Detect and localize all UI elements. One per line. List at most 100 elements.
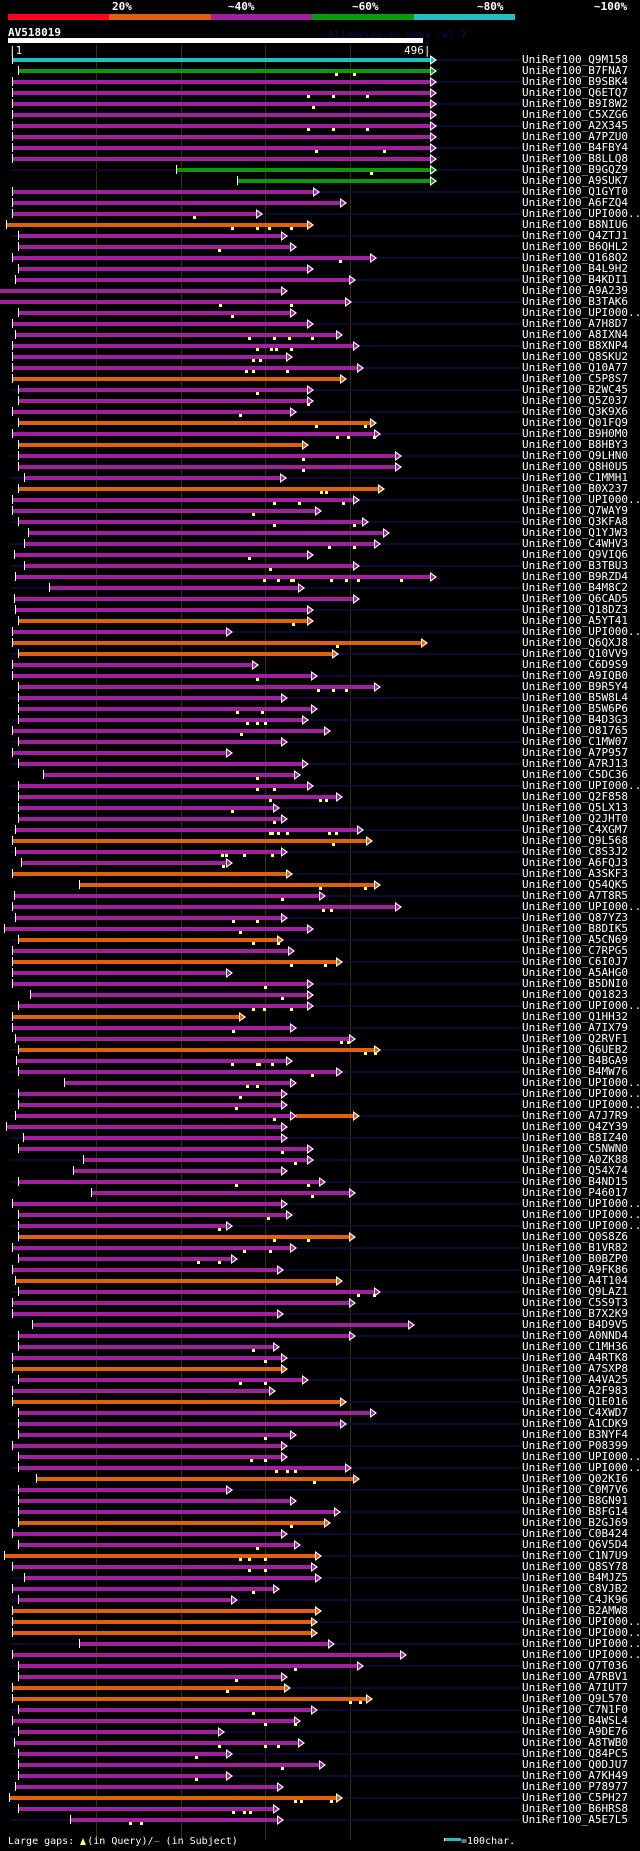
alignment-bar[interactable] [18,311,290,315]
hit-label[interactable]: UniRef100_Q1YJW3 [522,526,628,539]
hit-label[interactable]: UniRef100_UPI000.. [522,1076,640,1089]
hit-row[interactable]: UniRef100_A8IXN4 [0,328,640,341]
alignment-bar[interactable] [18,762,302,766]
alignment-bar[interactable] [12,1301,349,1305]
alignment-bar[interactable] [18,465,395,469]
alignment-bar[interactable] [83,1158,307,1162]
alignment-bar[interactable] [0,300,345,304]
alignment-bar[interactable] [15,1785,277,1789]
hit-label[interactable]: UniRef100_C1MW07 [522,735,628,748]
hit-label[interactable]: UniRef100_C8VJB2 [522,1582,628,1595]
hit-row[interactable]: UniRef100_B2AMW8 [0,1604,640,1617]
alignment-bar[interactable] [15,1037,349,1041]
hit-row[interactable]: UniRef100_B8DIK5 [0,922,640,935]
hit-label[interactable]: UniRef100_A2X345 [522,119,628,132]
hit-label[interactable]: UniRef100_A5AHG0 [522,966,628,979]
hit-row[interactable]: UniRef100_Q84PC5 [0,1747,640,1760]
alignment-bar[interactable] [9,1796,336,1800]
alignment-bar[interactable] [15,916,281,920]
hit-row[interactable]: UniRef100_A0NND4 [0,1329,640,1342]
hit-row[interactable]: UniRef100_B5DNI0 [0,977,640,990]
hit-row[interactable]: UniRef100_A9A239 [0,284,640,297]
hit-row[interactable]: UniRef100_Q3KFA8 [0,515,640,528]
alignment-bar[interactable] [12,135,430,139]
hit-label[interactable]: UniRef100_B8DIK5 [522,922,628,935]
hit-label[interactable]: UniRef100_Q4ZTJ1 [522,229,628,242]
hit-label[interactable]: UniRef100_Q1GYT0 [522,185,628,198]
alignment-bar[interactable] [18,1411,370,1415]
hit-label[interactable]: UniRef100_Q6V5D4 [522,1538,628,1551]
alignment-bar[interactable] [12,124,430,128]
alignment-bar[interactable] [12,410,290,414]
alignment-bar[interactable] [18,652,332,656]
alignment-bar[interactable] [18,1455,281,1459]
hit-row[interactable]: UniRef100_A9IQB0 [0,669,640,682]
alignment-bar[interactable] [12,641,421,645]
alignment-bar[interactable] [18,69,430,73]
hit-label[interactable]: UniRef100_UPI000.. [522,1461,640,1474]
alignment-bar[interactable] [12,630,226,634]
hit-label[interactable]: UniRef100_Q87YZ3 [522,911,628,924]
hit-label[interactable]: UniRef100_UPI000.. [522,1648,640,1661]
alignment-bar[interactable] [12,80,430,84]
hit-row[interactable]: UniRef100_A6FZQ4 [0,196,640,209]
hit-row[interactable]: UniRef100_Q9LAZ1 [0,1285,640,1298]
alignment-bar[interactable] [12,1697,366,1701]
hit-label[interactable]: UniRef100_C4WHV3 [522,537,628,550]
hit-row[interactable]: UniRef100_B4D3G3 [0,713,640,726]
hit-label[interactable]: UniRef100_Q9L570 [522,1692,628,1705]
alignment-bar[interactable] [12,1532,281,1536]
hit-label[interactable]: UniRef100_B6QHL2 [522,240,628,253]
alignment-bar[interactable] [18,1664,357,1668]
hit-row[interactable]: UniRef100_Q9L570 [0,1692,640,1705]
hit-row[interactable]: UniRef100_A0ZK88 [0,1153,640,1166]
hit-row[interactable]: UniRef100_A1CDK9 [0,1417,640,1430]
hit-label[interactable]: UniRef100_Q6ETQ7 [522,86,628,99]
hit-row[interactable]: UniRef100_UPI000.. [0,1450,640,1463]
hit-label[interactable]: UniRef100_Q10A77 [522,361,628,374]
hit-label[interactable]: UniRef100_B7X2K9 [522,1307,628,1320]
hit-label[interactable]: UniRef100_Q5LX13 [522,801,628,814]
hit-row[interactable]: UniRef100_Q1YJW3 [0,526,640,539]
alignment-bar[interactable] [23,1136,281,1140]
hit-row[interactable]: UniRef100_A7IX79 [0,1021,640,1034]
alignment-bar[interactable] [12,1587,273,1591]
alignment-bar[interactable] [18,1092,281,1096]
hit-row[interactable]: UniRef100_B8LLQ8 [0,152,640,165]
hit-row[interactable]: UniRef100_A7RJ13 [0,757,640,770]
hit-label[interactable]: UniRef100_B8XNP4 [522,339,628,352]
alignment-bar[interactable] [18,487,378,491]
alignment-bar[interactable] [12,1609,315,1613]
hit-row[interactable]: UniRef100_Q02KI6 [0,1472,640,1485]
hit-label[interactable]: UniRef100_Q9LHN0 [522,449,628,462]
alignment-bar[interactable] [18,1807,273,1811]
alignment-bar[interactable] [12,1653,400,1657]
hit-label[interactable]: UniRef100_A6FQJ3 [522,856,628,869]
alignment-bar[interactable] [12,1444,281,1448]
alignment-bar[interactable] [18,696,281,700]
alignment-bar[interactable] [18,1004,307,1008]
alignment-bar[interactable] [18,817,281,821]
hit-row[interactable]: UniRef100_B8IZ40 [0,1131,640,1144]
alignment-bar[interactable] [18,1499,290,1503]
hit-label[interactable]: UniRef100_C5DC36 [522,768,628,781]
hit-row[interactable]: UniRef100_A7H8D7 [0,317,640,330]
hit-label[interactable]: UniRef100_B4KDI1 [522,273,628,286]
hit-label[interactable]: UniRef100_Q168Q2 [522,251,628,264]
hit-label[interactable]: UniRef100_Q1HH32 [522,1010,628,1023]
alignment-bar[interactable] [15,608,307,612]
alignment-bar[interactable] [12,377,340,381]
hit-label[interactable]: UniRef100_Q02KI6 [522,1472,628,1485]
hit-label[interactable]: UniRef100_P46017 [522,1186,628,1199]
hit-label[interactable]: UniRef100_Q2F858 [522,790,628,803]
alignment-bar[interactable] [43,773,294,777]
hit-label[interactable]: UniRef100_C7RPG5 [522,944,628,957]
hit-label[interactable]: UniRef100_Q6CAD5 [522,592,628,605]
alignment-bar[interactable] [18,784,307,788]
hit-label[interactable]: UniRef100_C1N7U9 [522,1549,628,1562]
hit-row[interactable]: UniRef100_Q6UEB2 [0,1043,640,1056]
hit-label[interactable]: UniRef100_A4T104 [522,1274,628,1287]
hit-label[interactable]: UniRef100_P78977 [522,1780,628,1793]
hit-row[interactable]: UniRef100_B9SBK4 [0,75,640,88]
hit-row[interactable]: UniRef100_C1N7U9 [0,1549,640,1562]
